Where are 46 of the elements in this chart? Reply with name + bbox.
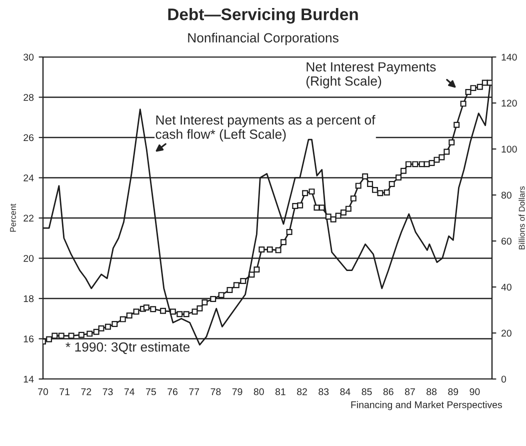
chart-title: Debt—Servicing Burden	[168, 8, 358, 24]
x-tick-label: 77	[189, 388, 200, 396]
x-tick-label: 70	[38, 388, 48, 396]
x-tick-label: 81	[275, 388, 286, 396]
annotation: * 1990: 3Qtr estimate	[66, 342, 190, 354]
y2-tick-label: 80	[501, 192, 512, 199]
x-tick-label: 87	[404, 388, 415, 396]
x-tick-label: 84	[340, 388, 350, 396]
y2-tick-label: 100	[502, 146, 517, 153]
y2-tick-label: 40	[501, 284, 512, 291]
x-tick-label: 78	[210, 388, 221, 396]
y2-tick-label: 140	[502, 54, 517, 61]
y-tick-label: 14	[24, 376, 34, 383]
x-tick-label: 82	[297, 388, 307, 396]
x-tick-label: 73	[102, 388, 113, 396]
annotation: Net Interest payments as a percent of cash flow* (Left Scale)	[156, 114, 376, 142]
x-tick-label: 88	[426, 388, 437, 396]
y-tick-label: 24	[24, 174, 34, 182]
y-tick-label: 18	[24, 295, 34, 302]
y2-tick-label: 120	[502, 100, 517, 107]
x-tick-label: 86	[383, 388, 394, 396]
annotation: Net Interest Payments (Right Scale)	[306, 62, 436, 88]
y2-tick-label: 0	[501, 376, 506, 383]
y-tick-label: 22	[24, 214, 34, 222]
y-tick-label: 26	[24, 134, 34, 142]
chart-subtitle: Nonfinancial Corporations	[188, 32, 338, 46]
x-tick-label: 71	[60, 388, 70, 396]
x-tick-label: 83	[318, 388, 329, 396]
y2-tick-label: 20	[502, 330, 512, 337]
x-tick-label: 80	[254, 388, 264, 396]
y-tick-label: 16	[24, 335, 34, 342]
y-tick-label: 20	[24, 254, 34, 262]
x-tick-label: 89	[448, 388, 458, 396]
y-tick-label: 28	[24, 94, 34, 101]
y-tick-label: 30	[24, 54, 34, 61]
y-axis-title: Percent	[10, 204, 16, 232]
x-tick-label: 79	[232, 388, 242, 396]
x-tick-label: 75	[146, 388, 156, 396]
x-tick-label: 72	[81, 388, 92, 396]
y2-tick-label: 60	[502, 238, 512, 245]
x-tick-label: 74	[124, 388, 134, 396]
y2-axis-title: Billions of Dollars	[518, 186, 525, 250]
text: Financing and Market Perspectives	[351, 401, 502, 410]
x-tick-label: 85	[362, 388, 372, 396]
x-tick-label: 90	[470, 388, 480, 396]
x-tick-label: 76	[168, 388, 178, 396]
